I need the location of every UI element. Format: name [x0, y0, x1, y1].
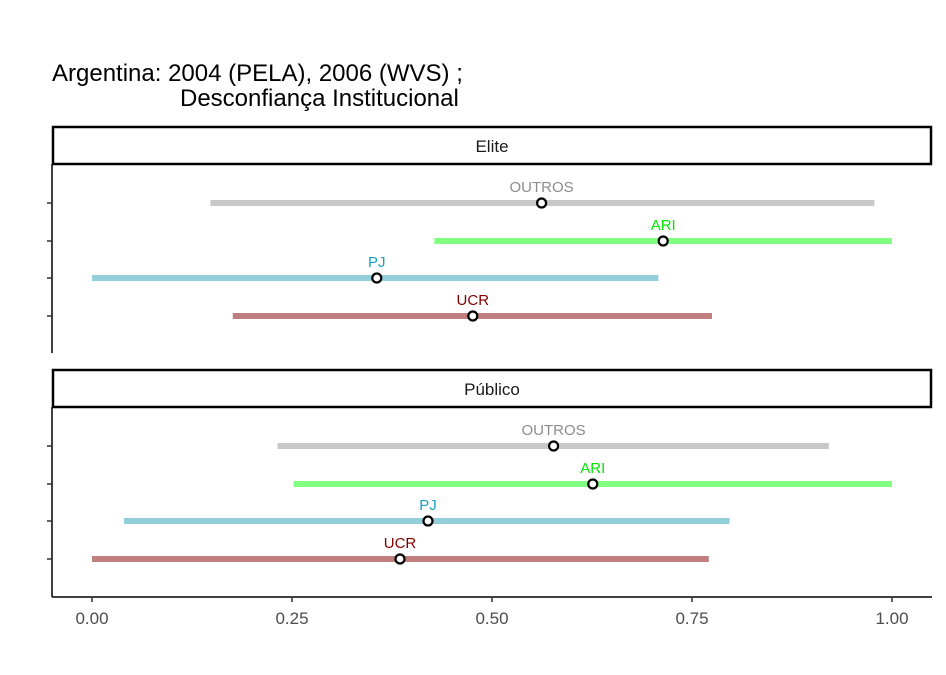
- facet-strip-label: Público: [464, 380, 520, 399]
- point-label-ari: ARI: [651, 217, 676, 234]
- point-label-pj: PJ: [419, 497, 437, 514]
- chart-title-line1: Argentina: 2004 (PELA), 2006 (WVS) ;: [52, 60, 463, 87]
- point-pj: [422, 515, 434, 527]
- x-tick-label: 0.75: [675, 609, 708, 628]
- point-ucr: [394, 553, 406, 565]
- point-ari: [657, 235, 669, 247]
- chart-title-line2: Desconfiança Institucional: [180, 85, 459, 112]
- point-label-ucr: UCR: [457, 292, 490, 309]
- point-outros: [547, 440, 560, 452]
- panel-publico: Público OUTROS ARI PJ UCR: [47, 368, 933, 597]
- point-label-outros: OUTROS: [522, 422, 586, 439]
- point-ucr: [467, 310, 479, 322]
- panel-elite: Elite OUTROS ARI PJ UCR: [47, 125, 933, 353]
- panels: Elite OUTROS ARI PJ UCR Público OUTROS ARI PJ UCR: [47, 125, 933, 597]
- point-label-ari: ARI: [580, 460, 605, 477]
- facet-strip: [51, 368, 933, 409]
- x-tick-label: 0.50: [475, 609, 508, 628]
- facet-strip: [51, 125, 933, 166]
- facet-strip-label: Elite: [475, 137, 508, 156]
- point-label-ucr: UCR: [384, 535, 417, 552]
- point-ari: [587, 478, 599, 490]
- x-axis: 0.00 0.25 0.50 0.75 1.00: [52, 596, 932, 628]
- x-tick-label: 1.00: [875, 609, 908, 628]
- point-pj: [371, 272, 383, 284]
- x-tick-label: 0.00: [75, 609, 108, 628]
- x-tick-label: 0.25: [275, 609, 308, 628]
- point-outros: [535, 197, 548, 209]
- point-label-pj: PJ: [368, 254, 386, 271]
- point-label-outros: OUTROS: [510, 179, 574, 196]
